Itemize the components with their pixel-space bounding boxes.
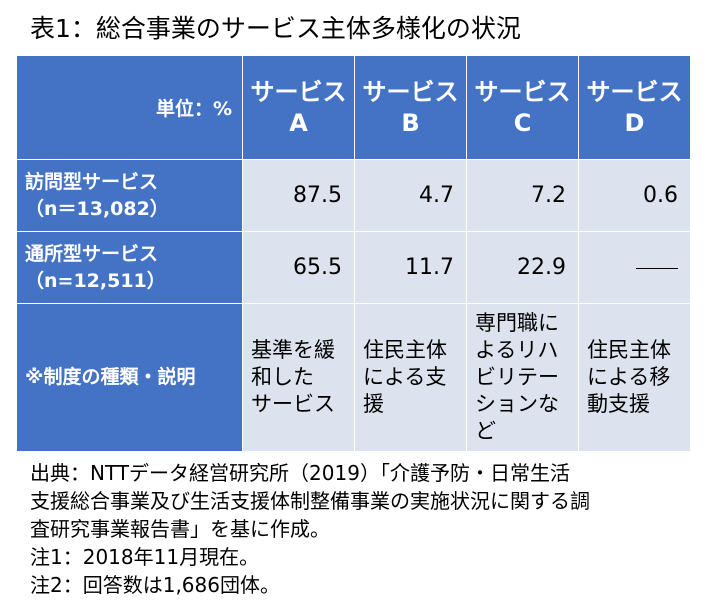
dash-mark xyxy=(636,267,678,269)
column-header-line2: B xyxy=(401,108,420,137)
column-header-line2: C xyxy=(513,108,532,137)
column-header-line2: D xyxy=(624,108,645,137)
table-row-daycare: 通所型サービス （n=12,511） 65.5 11.7 22.9 xyxy=(16,231,691,304)
unit-label: 単位：% xyxy=(16,55,243,160)
column-header-a: サービス A xyxy=(242,55,355,160)
table-row-description: ※制度の種類・説明 基準を緩 和した サービス 住民主体 による支 援 専門職に… xyxy=(16,303,691,452)
description-line: 専門職に xyxy=(475,311,559,335)
note-line: 支援総合事業及び生活支援体制整備事業の実施状況に関する調 xyxy=(30,489,590,513)
description-line: 住民主体 xyxy=(587,338,671,362)
row-header-line2: （n=12,511） xyxy=(25,269,166,292)
row-header-visit: 訪問型サービス （n＝13,082） xyxy=(16,159,243,232)
row-header-description: ※制度の種類・説明 xyxy=(16,303,243,452)
description-line: ど xyxy=(475,419,496,443)
source-notes: 出典：NTTデータ経営研究所（2019）「介護予防・日常生活 支援総合事業及び生… xyxy=(30,459,700,599)
value-cell: 65.5 xyxy=(242,231,355,304)
row-header-line1: 通所型サービス xyxy=(25,242,159,265)
row-header-line2: （n＝13,082） xyxy=(25,197,169,220)
value-cell: 7.2 xyxy=(466,159,579,232)
column-header-line2: A xyxy=(289,108,308,137)
column-header-line1: サービス xyxy=(586,77,683,106)
description-line: 住民主体 xyxy=(363,338,447,362)
note-line: 査研究事業報告書」を基に作成。 xyxy=(30,517,330,541)
value-cell: 4.7 xyxy=(354,159,467,232)
column-header-c: サービス C xyxy=(466,55,579,160)
value-cell: 87.5 xyxy=(242,159,355,232)
value-cell: 0.6 xyxy=(578,159,691,232)
description-line: 援 xyxy=(363,392,384,416)
description-line: ビリテー xyxy=(475,365,559,389)
column-header-b: サービス B xyxy=(354,55,467,160)
description-cell-c: 専門職に よるリハ ビリテー ションな ど xyxy=(466,303,579,452)
note-line: 出典：NTTデータ経営研究所（2019）「介護予防・日常生活 xyxy=(30,461,570,485)
value-cell: 11.7 xyxy=(354,231,467,304)
header-row: 単位：% サービス A サービス B サービス C サービス D xyxy=(16,55,691,160)
column-header-line1: サービス xyxy=(362,77,459,106)
empty-value-cell xyxy=(578,231,691,304)
description-line: 動支援 xyxy=(587,392,650,416)
note-line: 注1：2018年11月現在。 xyxy=(30,545,260,569)
column-header-line1: サービス xyxy=(250,77,347,106)
description-cell-b: 住民主体 による支 援 xyxy=(354,303,467,452)
table-row-visit: 訪問型サービス （n＝13,082） 87.5 4.7 7.2 0.6 xyxy=(16,159,691,232)
description-cell-a: 基準を緩 和した サービス xyxy=(242,303,355,452)
description-line: による支 xyxy=(363,365,447,389)
value-cell: 22.9 xyxy=(466,231,579,304)
description-line: 和した xyxy=(251,365,314,389)
service-table: 単位：% サービス A サービス B サービス C サービス D 訪問型サービス… xyxy=(16,55,691,452)
description-line: による移 xyxy=(587,365,671,389)
note-line: 注2：回答数は1,686団体。 xyxy=(30,573,280,597)
column-header-line1: サービス xyxy=(474,77,571,106)
description-line: 基準を緩 xyxy=(251,338,335,362)
column-header-d: サービス D xyxy=(578,55,691,160)
description-line: ションな xyxy=(475,392,559,416)
row-header-line1: 訪問型サービス xyxy=(25,170,159,193)
description-line: よるリハ xyxy=(475,338,559,362)
table-title: 表1：総合事業のサービス主体多様化の状況 xyxy=(30,14,521,43)
row-header-daycare: 通所型サービス （n=12,511） xyxy=(16,231,243,304)
description-line: サービス xyxy=(251,392,335,416)
description-cell-d: 住民主体 による移 動支援 xyxy=(578,303,691,452)
